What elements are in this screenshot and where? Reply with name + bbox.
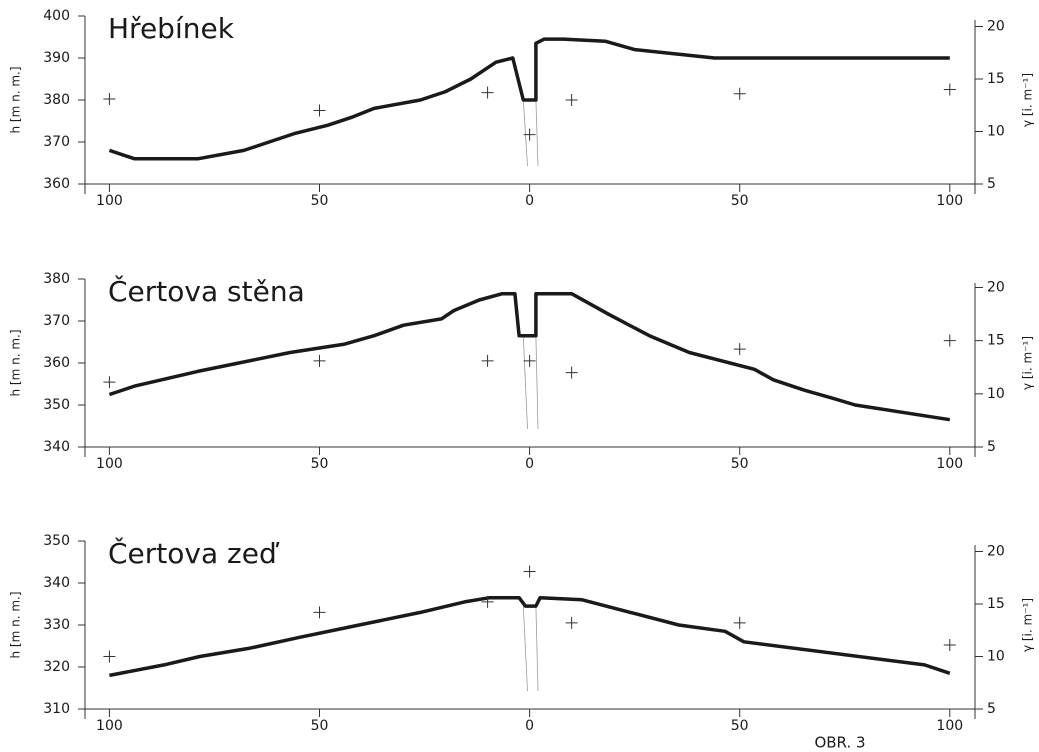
y-tick-label: 400 — [43, 8, 70, 24]
gully-edge — [535, 99, 539, 167]
chart-title: Hřebínek — [108, 12, 235, 45]
cross-marker — [313, 104, 326, 117]
y2-tick-label: 20 — [987, 544, 1005, 560]
cross-marker — [565, 94, 578, 106]
y2-tick-label: 10 — [987, 124, 1005, 140]
y-axis-label: h [m n. m.] — [9, 591, 23, 658]
cross-marker — [481, 595, 494, 608]
cross-marker — [481, 354, 494, 367]
gully-edge — [535, 335, 539, 430]
cross-marker — [103, 650, 116, 663]
cross-marker — [313, 354, 326, 367]
y-tick-label: 340 — [43, 575, 70, 591]
gully-edge — [522, 99, 528, 167]
cross-marker — [481, 86, 494, 99]
x-tick-label: 0 — [525, 718, 534, 734]
panel: 310 320 330 340 350 5 10 15 20 100 50 0 50 100 Čertova… — [9, 533, 1035, 734]
cross-marker — [943, 334, 956, 347]
y2-axis-label: γ [i. m⁻¹] — [1021, 336, 1035, 390]
y-axis-label: h [m n. m.] — [9, 329, 23, 396]
x-tick-label: 0 — [525, 193, 534, 209]
cross-marker — [313, 606, 326, 619]
y2-tick-label: 15 — [987, 596, 1005, 612]
y-tick-label: 370 — [43, 313, 70, 329]
chart-title: Čertova zeď — [108, 536, 280, 570]
x-tick-label: 100 — [936, 456, 963, 472]
y-tick-label: 360 — [43, 355, 70, 371]
y-tick-label: 330 — [43, 617, 70, 633]
panel: 340 350 360 370 380 5 10 15 20 100 50 0 50 100 Čertova… — [9, 271, 1035, 472]
x-tick-label: 0 — [525, 456, 534, 472]
panel: 360 370 380 390 400 5 10 15 20 100 50 0 50 100 Hřebíne… — [9, 8, 1035, 209]
y2-tick-label: 20 — [987, 280, 1005, 296]
x-tick-label: 50 — [311, 456, 329, 472]
profile-line — [108, 37, 950, 161]
y2-tick-label: 15 — [987, 71, 1005, 87]
y2-axis-label: γ [i. m⁻¹] — [1021, 598, 1035, 652]
figure-label: OBR. 3 — [814, 734, 865, 752]
y2-tick-label: 5 — [987, 176, 996, 192]
y2-tick-label: 20 — [987, 19, 1005, 35]
y-tick-label: 320 — [43, 659, 70, 675]
cross-marker — [943, 83, 956, 96]
x-tick-label: 100 — [96, 456, 123, 472]
y2-tick-label: 5 — [987, 439, 996, 455]
y-tick-label: 390 — [43, 50, 70, 66]
cross-marker — [733, 87, 746, 100]
y-tick-label: 360 — [43, 176, 70, 192]
cross-marker — [565, 616, 578, 629]
x-tick-label: 50 — [311, 718, 329, 734]
x-tick-label: 50 — [731, 718, 749, 734]
y-tick-label: 380 — [43, 92, 70, 108]
x-tick-label: 100 — [96, 193, 123, 209]
y-tick-label: 350 — [43, 397, 70, 413]
cross-marker — [565, 366, 578, 379]
y2-tick-label: 5 — [987, 701, 996, 717]
cross-marker — [523, 128, 536, 141]
x-tick-label: 50 — [731, 193, 749, 209]
gully-edge — [522, 335, 528, 430]
y-tick-label: 310 — [43, 701, 70, 717]
y-tick-label: 380 — [43, 271, 70, 287]
y2-tick-label: 15 — [987, 333, 1005, 349]
x-tick-label: 100 — [936, 193, 963, 209]
x-tick-label: 100 — [936, 718, 963, 734]
cross-marker — [943, 638, 956, 651]
cross-marker — [523, 354, 536, 367]
y-tick-label: 350 — [43, 533, 70, 549]
y-tick-label: 370 — [43, 134, 70, 150]
y2-tick-label: 10 — [987, 649, 1005, 665]
profile-line — [109, 595, 951, 678]
y-tick-label: 340 — [43, 439, 70, 455]
cross-marker — [103, 376, 116, 389]
chart-title: Čertova stěna — [108, 274, 305, 308]
cross-marker — [103, 92, 116, 105]
cross-marker — [523, 565, 536, 578]
y2-axis-label: γ [i. m⁻¹] — [1021, 73, 1035, 127]
y2-tick-label: 10 — [987, 386, 1005, 402]
gully-edge — [522, 606, 528, 692]
profile-line — [108, 291, 951, 422]
gully-edge — [535, 606, 539, 692]
x-tick-label: 50 — [731, 456, 749, 472]
cross-marker — [733, 343, 746, 356]
x-tick-label: 50 — [311, 193, 329, 209]
cross-marker — [733, 616, 746, 629]
x-tick-label: 100 — [96, 718, 123, 734]
y-axis-label: h [m n. m.] — [9, 66, 23, 133]
